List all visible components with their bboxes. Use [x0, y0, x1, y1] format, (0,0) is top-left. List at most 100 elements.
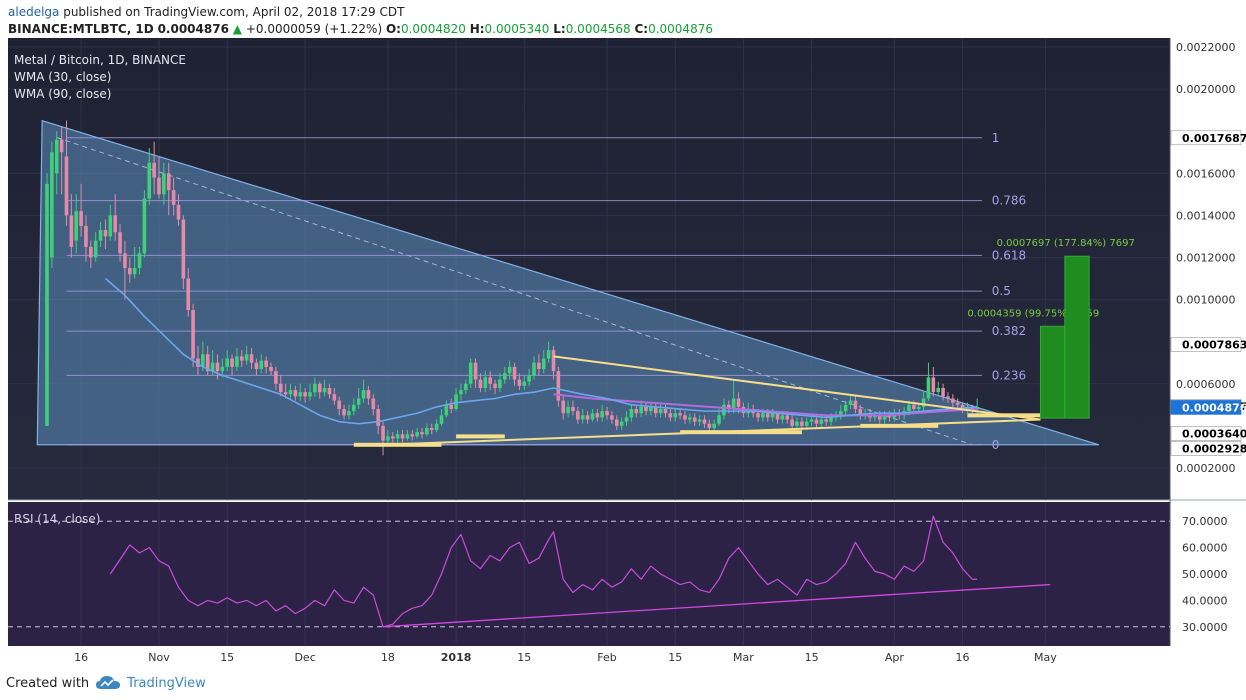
candle-body [230, 358, 234, 367]
candle-body [775, 413, 780, 420]
fib-diagonal-dashed [56, 137, 973, 446]
wma90-line [553, 393, 978, 417]
candle-body [59, 139, 64, 153]
trend-lines[interactable] [353, 355, 1041, 447]
rsi-legend: RSI (14, close) [14, 512, 100, 526]
candle-body [127, 268, 132, 275]
price-badge-background [1170, 441, 1242, 456]
candle-body [800, 421, 804, 426]
candle-body [464, 383, 468, 391]
candle-body [765, 413, 770, 418]
candle-body [590, 413, 595, 420]
candle-body [454, 394, 458, 410]
candle-body [79, 211, 83, 226]
candle-body [415, 432, 419, 437]
time-tick-label: Apr [885, 651, 905, 664]
candle-body [361, 390, 366, 399]
candle-body [936, 387, 941, 393]
resistance-trendline[interactable] [553, 355, 1041, 421]
candle-body [93, 240, 98, 258]
candle-body [502, 373, 507, 380]
candle-body [921, 398, 926, 407]
price-badge-background [1170, 337, 1242, 352]
rsi-series [8, 515, 1170, 628]
candle-body [580, 415, 585, 420]
moving-averages [104, 277, 978, 425]
support-zone-bar[interactable] [967, 413, 1041, 418]
candle-body [429, 427, 434, 431]
wma30-line [104, 277, 978, 425]
chart-title: Metal / Bitcoin, 1D, BINANCE [14, 53, 186, 67]
up-triangle-icon: ▲ [232, 22, 242, 36]
candle-body [123, 253, 127, 268]
candle-body [410, 434, 415, 437]
candle-body [610, 415, 614, 420]
candle-body [678, 413, 682, 416]
tradingview-cloud-icon [96, 676, 121, 689]
price-target-label: 0.0007697 (177.84%) 7697 [997, 238, 1135, 249]
support-zone-bar[interactable] [860, 423, 939, 428]
candle-body [683, 415, 687, 420]
candle-body [186, 278, 191, 311]
candle-body [89, 246, 93, 258]
time-tick-label: Mar [733, 651, 754, 664]
rsi-line [109, 515, 978, 628]
candle-body [702, 419, 707, 424]
fib-level-label: 0.382 [992, 324, 1026, 338]
candle-body [668, 413, 673, 418]
candle-body [556, 371, 561, 401]
target-boxes[interactable]: 0.0004359 (99.75%) 4359 0.0007697 (177.84… [967, 238, 1135, 419]
candle-body [517, 379, 522, 386]
time-tick-label: 15 [517, 651, 531, 664]
candle-body [780, 415, 785, 420]
candle-body [240, 356, 244, 361]
price-target-box[interactable] [1039, 325, 1066, 419]
support-zone-bar[interactable] [680, 430, 802, 435]
candle-body [692, 417, 697, 422]
candle-body [108, 215, 113, 237]
support-zone-bar[interactable] [353, 442, 442, 447]
candle-body [366, 390, 371, 399]
candle-body [571, 406, 575, 412]
candle-body [941, 387, 945, 397]
candle-body [624, 417, 629, 422]
candle-body [960, 404, 965, 410]
candle-body [946, 396, 950, 399]
candle-body [916, 406, 921, 410]
candle-body [434, 423, 439, 431]
rsi-tick-label: 30.0000 [1182, 621, 1228, 634]
candle-body [118, 232, 122, 254]
candle-body [162, 173, 166, 195]
high-value: 0.0005340 [484, 22, 550, 36]
candle-body [459, 390, 463, 395]
candle-body [166, 173, 171, 191]
candle-body [839, 411, 843, 416]
candle-body [644, 406, 648, 412]
footer-brand[interactable]: TradingView [127, 675, 206, 691]
candle-body [727, 404, 731, 410]
candle-body [288, 390, 293, 395]
candle-body [201, 354, 205, 367]
candle-body [483, 377, 488, 388]
candle-body [843, 404, 848, 412]
price-target-box[interactable] [1064, 255, 1090, 419]
candle-body [376, 409, 380, 426]
candle-body [975, 406, 979, 410]
support-zone-bar[interactable] [456, 434, 505, 439]
candle-body [629, 409, 634, 418]
candle-body [54, 139, 59, 174]
candle-body [235, 356, 239, 367]
author-name[interactable]: aledelga [8, 5, 60, 19]
candle-body [191, 310, 195, 359]
candle-body [283, 392, 288, 395]
price-tick-label: 0.0022000 [1176, 41, 1236, 54]
price-badge-label: 0.0002928 [1182, 442, 1246, 455]
time-axis [8, 646, 1170, 668]
time-tick-label: 15 [668, 651, 682, 664]
candle-body [819, 419, 824, 424]
candle-body [327, 387, 332, 395]
candle-body [152, 162, 156, 178]
candle-body [585, 415, 590, 420]
